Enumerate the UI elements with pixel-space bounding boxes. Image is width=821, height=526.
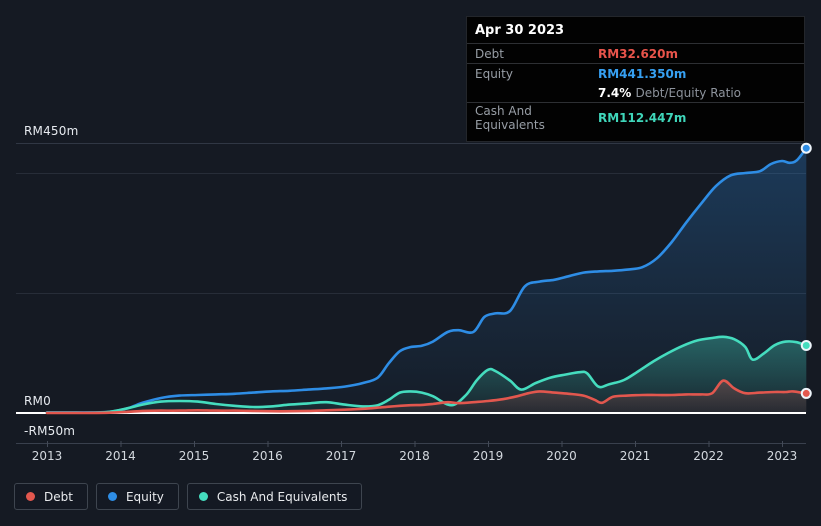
y-axis-label-0: RM0: [24, 394, 51, 408]
tooltip-row-ratio: 7.4% Debt/Equity Ratio: [467, 83, 804, 103]
x-axis-label-2020: 2020: [546, 449, 577, 463]
x-axis-label-2023: 2023: [766, 449, 798, 463]
endpoint-marker-equity: [800, 142, 812, 154]
y-axis-label-450m: RM450m: [24, 124, 79, 138]
legend: Debt Equity Cash And Equivalents: [14, 483, 363, 510]
legend-label-cash: Cash And Equivalents: [216, 489, 348, 504]
legend-item-equity[interactable]: Equity: [95, 483, 179, 510]
tooltip-row-cash: Cash And Equivalents RM112.447m: [467, 103, 804, 133]
tooltip-cash-label: Cash And Equivalents: [475, 104, 545, 132]
tooltip-debt-label: Debt: [475, 46, 504, 61]
x-axis-label-2021: 2021: [619, 449, 651, 463]
legend-item-cash[interactable]: Cash And Equivalents: [186, 483, 363, 510]
x-axis-label-2019: 2019: [472, 449, 504, 463]
legend-item-debt[interactable]: Debt: [14, 483, 88, 510]
endpoint-marker-cash: [800, 340, 812, 352]
endpoint-marker-debt: [800, 387, 812, 399]
debt-series-dot-icon: [26, 492, 35, 501]
area-equity: [47, 148, 807, 413]
line-cash: [45, 335, 808, 415]
tooltip-ratio-value: 7.4%: [598, 85, 632, 100]
area-cash: [47, 336, 807, 413]
legend-label-equity: Equity: [125, 489, 164, 504]
cash-series-dot-icon: [198, 492, 208, 501]
tooltip-debt-value: RM32.620m: [598, 46, 678, 61]
tooltip-date: Apr 30 2023: [467, 17, 804, 44]
x-axis-label-2018: 2018: [399, 449, 430, 463]
y-axis-label-neg50m: -RM50m: [24, 424, 76, 438]
area-debt: [47, 380, 807, 413]
legend-label-debt: Debt: [44, 489, 73, 504]
line-debt: [45, 379, 808, 415]
x-axis-label-2022: 2022: [693, 449, 724, 463]
equity-series-dot-icon: [107, 492, 117, 501]
tooltip-row-debt: Debt RM32.620m: [467, 44, 804, 64]
tooltip-equity-value: RM441.350m: [598, 66, 687, 81]
x-axis-label-2014: 2014: [105, 449, 136, 463]
x-axis-label-2016: 2016: [252, 449, 283, 463]
tooltip-equity-label: Equity: [475, 66, 513, 81]
tooltip-row-equity: Equity RM441.350m: [467, 64, 804, 83]
tooltip: Apr 30 2023 Debt RM32.620m Equity RM441.…: [466, 16, 805, 142]
x-axis-label-2017: 2017: [325, 449, 357, 463]
line-equity: [45, 146, 808, 414]
tooltip-ratio-label-text: Debt/Equity Ratio: [635, 85, 742, 100]
tooltip-cash-value: RM112.447m: [598, 111, 687, 125]
x-axis-label-2013: 2013: [31, 449, 63, 463]
x-axis-label-2015: 2015: [178, 449, 210, 463]
